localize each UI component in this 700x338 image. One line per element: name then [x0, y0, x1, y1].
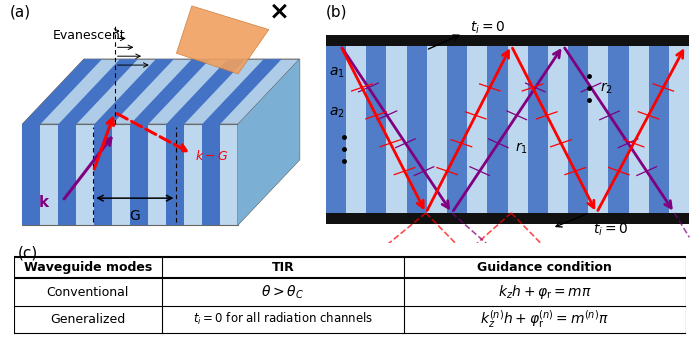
Bar	[608, 46, 629, 213]
Text: (b): (b)	[326, 4, 347, 20]
Text: Guidance condition: Guidance condition	[477, 261, 612, 274]
Bar	[447, 46, 467, 213]
Text: Evanescent: Evanescent	[53, 29, 126, 42]
Bar	[22, 124, 41, 225]
Polygon shape	[202, 59, 281, 124]
Text: $k - G$: $k - G$	[195, 149, 228, 163]
Polygon shape	[176, 6, 269, 74]
Bar	[528, 46, 548, 213]
Text: $t_i = 0$ for all radiation channels: $t_i = 0$ for all radiation channels	[193, 311, 373, 328]
Bar	[58, 124, 76, 225]
Text: $r_2$: $r_2$	[601, 80, 613, 96]
Bar	[649, 46, 669, 213]
Text: Waveguide modes: Waveguide modes	[24, 261, 152, 274]
Bar	[326, 46, 346, 213]
Bar	[166, 124, 184, 225]
Text: Generalized: Generalized	[50, 313, 125, 326]
Polygon shape	[238, 59, 300, 225]
Bar	[326, 35, 690, 46]
Bar	[326, 46, 690, 213]
Bar	[94, 124, 112, 225]
Polygon shape	[22, 59, 300, 124]
Text: $a_1$: $a_1$	[330, 66, 345, 80]
Text: (c): (c)	[18, 246, 38, 261]
Text: $k_z^{(n)} h + \varphi_{\mathrm{r}}^{(n)} = m^{(n)}\pi$: $k_z^{(n)} h + \varphi_{\mathrm{r}}^{(n)…	[480, 309, 609, 330]
Text: $\mathbf{k}$: $\mathbf{k}$	[38, 194, 50, 210]
Text: Conventional: Conventional	[47, 286, 129, 298]
Text: G: G	[130, 209, 140, 222]
Bar	[568, 46, 588, 213]
Polygon shape	[22, 124, 238, 225]
Bar	[202, 124, 220, 225]
Text: $r_1$: $r_1$	[515, 141, 528, 156]
Text: (a): (a)	[10, 4, 32, 20]
Polygon shape	[130, 59, 210, 124]
Text: TIR: TIR	[272, 261, 294, 274]
Bar	[366, 46, 386, 213]
Polygon shape	[22, 59, 102, 124]
Text: $t_i = 0$: $t_i = 0$	[593, 221, 628, 238]
Polygon shape	[58, 59, 138, 124]
Bar	[407, 46, 427, 213]
Polygon shape	[166, 59, 246, 124]
Text: $\mathbf{\times}$: $\mathbf{\times}$	[268, 0, 288, 24]
Bar	[326, 213, 690, 224]
Text: $k_z h + \varphi_{\mathrm{r}} = m\pi$: $k_z h + \varphi_{\mathrm{r}} = m\pi$	[498, 283, 592, 301]
Text: $t_i = 0$: $t_i = 0$	[470, 19, 506, 35]
Bar	[130, 124, 148, 225]
Polygon shape	[238, 59, 300, 225]
Text: $a_2$: $a_2$	[330, 105, 345, 120]
Text: $\theta > \theta_C$: $\theta > \theta_C$	[261, 283, 304, 301]
Bar	[487, 46, 508, 213]
Polygon shape	[94, 59, 174, 124]
